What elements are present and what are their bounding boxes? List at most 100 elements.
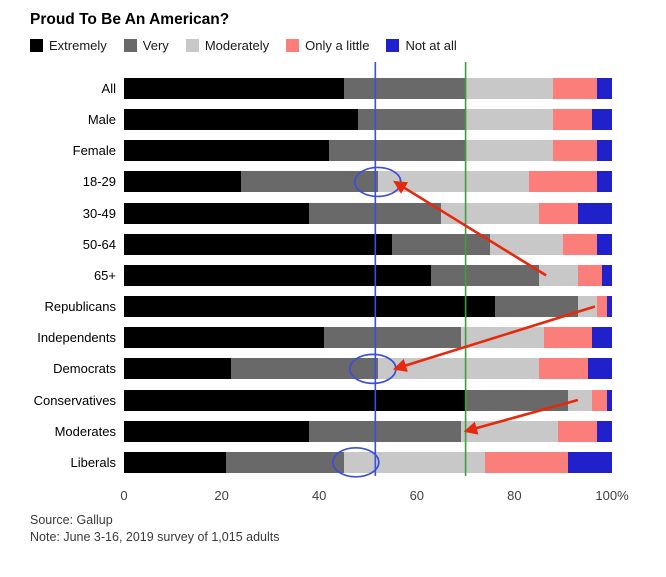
row-label-moderates: Moderates (54, 423, 116, 439)
legend-swatch-extremely (30, 39, 43, 52)
legend-item-only-a-little: Only a little (286, 38, 369, 53)
segment-not-at-all (602, 264, 612, 286)
segment-only-a-little (577, 264, 603, 286)
segment-moderately (577, 296, 598, 318)
segment-only-a-little (538, 358, 588, 380)
segment-moderately (465, 109, 554, 131)
segment-only-a-little (563, 233, 598, 255)
legend-label: Not at all (405, 38, 457, 53)
segment-extremely (124, 78, 344, 99)
segment-very (309, 420, 461, 442)
bar-moderates (124, 420, 612, 442)
segment-moderately (460, 327, 544, 349)
segment-extremely (124, 358, 232, 380)
row-label-liberals: Liberals (70, 454, 116, 470)
bar-30-49 (124, 202, 612, 224)
bar-all (124, 78, 612, 99)
row-label-republicans: Republicans (44, 299, 116, 315)
legend-label: Only a little (305, 38, 370, 53)
segment-moderately (568, 389, 593, 411)
bar-independents (124, 327, 612, 349)
segment-very (343, 78, 466, 99)
segment-very (226, 451, 344, 473)
segment-moderately (460, 420, 559, 442)
segment-not-at-all (597, 140, 612, 162)
legend-item-extremely: Extremely (30, 38, 107, 53)
segment-very (309, 202, 442, 224)
row-label-male: Male (87, 112, 116, 128)
segment-very (431, 264, 539, 286)
segment-extremely (124, 420, 310, 442)
segment-very (324, 327, 461, 349)
bar-50-64 (124, 233, 612, 255)
segment-not-at-all (607, 296, 612, 318)
row-label-18-29: 18-29 (82, 174, 116, 190)
x-axis-tick-60: 60 (409, 488, 425, 503)
note-line: Note: June 3-16, 2019 survey of 1,015 ad… (30, 530, 280, 544)
segment-extremely (124, 140, 329, 162)
segment-only-a-little (485, 451, 569, 473)
legend-label: Extremely (49, 38, 107, 53)
row-label-conservatives: Conservatives (33, 392, 116, 408)
segment-extremely (124, 171, 242, 193)
bar-democrats (124, 358, 612, 380)
segment-extremely (124, 327, 325, 349)
segment-extremely (124, 109, 359, 131)
segment-not-at-all (577, 202, 612, 224)
row-label-female: Female (72, 143, 116, 159)
legend-swatch-not-at-all (386, 39, 400, 52)
segment-only-a-little (553, 140, 598, 162)
x-axis-tick-100: 100% (595, 488, 629, 503)
x-axis-tick-20: 20 (214, 488, 229, 503)
segment-only-a-little (553, 78, 598, 99)
segment-extremely (124, 389, 466, 411)
segment-moderately (538, 264, 578, 286)
bar-liberals (124, 451, 612, 473)
segment-only-a-little (597, 296, 608, 318)
segment-extremely (124, 296, 495, 318)
legend: Extremely Very Moderately Only a little Not … (30, 38, 457, 53)
row-label-30-49: 30-49 (82, 205, 116, 221)
legend-swatch-moderately (185, 39, 199, 52)
segment-very (358, 109, 466, 131)
bar-18-29 (124, 171, 612, 193)
segment-extremely (124, 233, 393, 255)
bar-conservatives (124, 389, 612, 411)
segment-moderately (489, 233, 564, 255)
segment-only-a-little (592, 389, 608, 411)
segment-not-at-all (592, 327, 612, 349)
legend-item-moderately: Moderately (185, 38, 270, 53)
segment-very (241, 171, 378, 193)
x-axis-tick-80: 80 (507, 488, 522, 503)
segment-moderately (343, 451, 486, 473)
segment-only-a-little (529, 171, 598, 193)
segment-very (465, 389, 569, 411)
segment-very (231, 358, 378, 380)
segment-not-at-all (607, 389, 612, 411)
bar-male (124, 109, 612, 131)
segment-only-a-little (543, 327, 593, 349)
segment-not-at-all (597, 78, 612, 99)
segment-moderately (441, 202, 539, 224)
segment-not-at-all (587, 358, 612, 380)
segment-very (494, 296, 578, 318)
segment-not-at-all (592, 109, 612, 131)
legend-item-very: Very (123, 38, 169, 53)
row-label-65: 65+ (93, 267, 116, 283)
chart-title: Proud To Be An American? (30, 11, 230, 28)
segment-moderately (465, 140, 554, 162)
row-label-independents: Independents (37, 330, 116, 346)
segment-extremely (124, 202, 310, 224)
segment-not-at-all (597, 233, 612, 255)
bar-female (124, 140, 612, 162)
legend-label: Moderately (204, 38, 270, 53)
legend-item-not-at-all: Not at all (386, 38, 457, 53)
row-label-50-64: 50-64 (82, 236, 116, 252)
segment-not-at-all (597, 420, 612, 442)
segment-only-a-little (538, 202, 578, 224)
segment-extremely (124, 264, 432, 286)
legend-swatch-only-a-little (286, 39, 300, 52)
segment-moderately (465, 78, 554, 99)
x-axis-tick-0: 0 (120, 488, 128, 503)
segment-moderately (377, 358, 539, 380)
